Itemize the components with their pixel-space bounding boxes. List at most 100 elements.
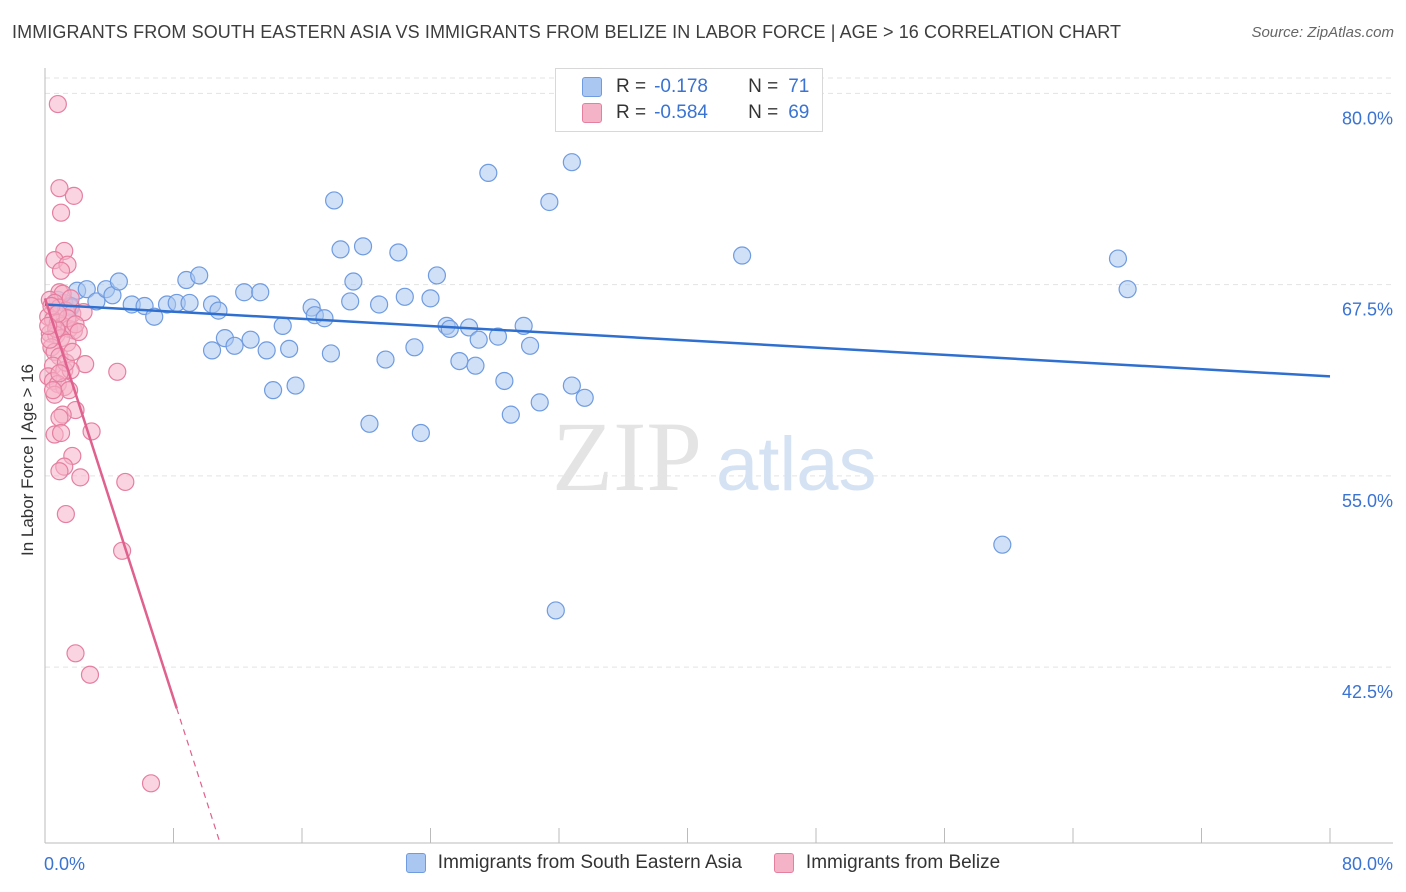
legend-label-asia: Immigrants from South Eastern Asia <box>437 852 742 873</box>
point-asia <box>395 287 414 306</box>
x-tick-label: 0.0% <box>44 854 85 874</box>
point-asia <box>376 350 395 369</box>
point-belize <box>141 774 161 793</box>
point-asia <box>325 191 344 210</box>
point-asia <box>202 341 222 360</box>
legend-n-value: 71 <box>788 76 810 97</box>
watermark-atlas: atlas <box>716 422 877 507</box>
point-asia <box>389 243 408 262</box>
y-tick-label: 67.5% <box>1342 300 1393 320</box>
point-belize <box>64 186 84 205</box>
series-legend: Immigrants from South Eastern Asia Immig… <box>0 852 1406 874</box>
point-asia <box>540 192 559 212</box>
point-asia <box>235 283 254 302</box>
point-asia <box>575 388 594 407</box>
point-asia <box>530 393 549 412</box>
point-asia <box>421 289 440 308</box>
legend-item-asia[interactable]: Immigrants from South Eastern Asia <box>405 852 742 874</box>
point-asia <box>370 295 389 314</box>
source-label: Source: ZipAtlas.com <box>1251 24 1394 41</box>
point-asia <box>360 414 379 433</box>
point-belize <box>56 504 75 524</box>
y-tick-label: 80.0% <box>1342 108 1393 128</box>
point-asia <box>280 339 299 358</box>
point-asia <box>427 266 447 285</box>
point-asia <box>501 405 520 424</box>
point-belize <box>63 342 82 362</box>
point-asia <box>440 319 459 339</box>
trend-line-asia <box>44 303 1331 378</box>
axes <box>44 68 1393 844</box>
legend-label-belize: Immigrants from Belize <box>805 852 1001 873</box>
point-asia <box>1118 280 1137 299</box>
legend-r-value: -0.178 <box>654 76 708 97</box>
point-asia <box>315 309 334 328</box>
point-asia <box>180 293 199 313</box>
trend-line-belize <box>43 297 178 709</box>
point-asia <box>495 371 514 391</box>
point-asia <box>353 237 373 256</box>
point-asia <box>263 381 283 400</box>
point-belize <box>80 665 100 684</box>
point-asia <box>251 283 270 302</box>
point-asia <box>479 163 498 183</box>
point-asia <box>341 292 360 311</box>
point-asia <box>466 356 485 375</box>
legend-swatch-pink <box>773 853 794 873</box>
point-asia <box>77 280 96 299</box>
point-asia <box>145 307 164 326</box>
trend-lines <box>43 297 1331 844</box>
point-asia <box>87 292 106 311</box>
legend-n-label: N = <box>748 76 779 97</box>
legend-row-belize: R = -0.584 N = 69 <box>582 101 809 125</box>
point-belize <box>69 322 88 342</box>
point-belize <box>50 179 69 198</box>
point-belize <box>51 261 71 280</box>
legend-r-value: -0.584 <box>654 102 708 123</box>
point-asia <box>450 351 469 371</box>
watermark-zip: ZIP <box>552 401 702 512</box>
y-tick-label: 55.0% <box>1342 491 1393 511</box>
point-asia <box>546 601 565 620</box>
point-belize <box>51 423 71 443</box>
point-asia <box>209 301 228 320</box>
point-asia <box>286 376 305 395</box>
point-asia <box>225 336 244 355</box>
point-asia <box>520 336 540 355</box>
point-belize <box>51 203 71 222</box>
point-belize <box>116 472 135 492</box>
legend-n-value: 69 <box>788 102 810 123</box>
y-tick-label: 42.5% <box>1342 682 1393 702</box>
point-asia <box>488 327 508 346</box>
point-belize <box>66 644 85 663</box>
point-asia <box>190 266 209 285</box>
point-asia <box>273 316 292 336</box>
tick-labels: 42.5% 55.0% 67.5% 80.0% 0.0% 80.0% <box>44 108 1393 874</box>
point-belize <box>43 381 63 400</box>
point-asia <box>733 246 752 265</box>
point-belize <box>71 468 90 487</box>
legend-item-belize[interactable]: Immigrants from Belize <box>773 852 1001 874</box>
point-asia <box>321 344 341 363</box>
point-belize <box>108 362 127 381</box>
point-asia <box>241 330 260 349</box>
legend-swatch-blue <box>405 853 426 873</box>
legend-row-asia: R = -0.178 N = 71 <box>582 75 809 99</box>
point-asia <box>109 272 128 291</box>
point-belize <box>61 289 80 308</box>
point-asia <box>257 341 276 360</box>
point-asia <box>469 330 488 349</box>
y-axis-label: In Labor Force | Age > 16 <box>18 363 37 557</box>
watermark: ZIP atlas <box>552 401 877 512</box>
legend-n-label: N = <box>748 102 779 123</box>
legend-r-label: R = <box>616 102 647 123</box>
point-belize <box>48 94 67 114</box>
chart-title: IMMIGRANTS FROM SOUTH EASTERN ASIA VS IM… <box>12 22 1122 42</box>
point-asia <box>1108 249 1128 268</box>
x-tick-label: 80.0% <box>1342 854 1393 874</box>
trend-line-belize-extension <box>176 708 221 844</box>
legend-swatch-blue <box>582 77 602 97</box>
point-belize <box>50 364 69 383</box>
point-asia <box>562 376 581 395</box>
